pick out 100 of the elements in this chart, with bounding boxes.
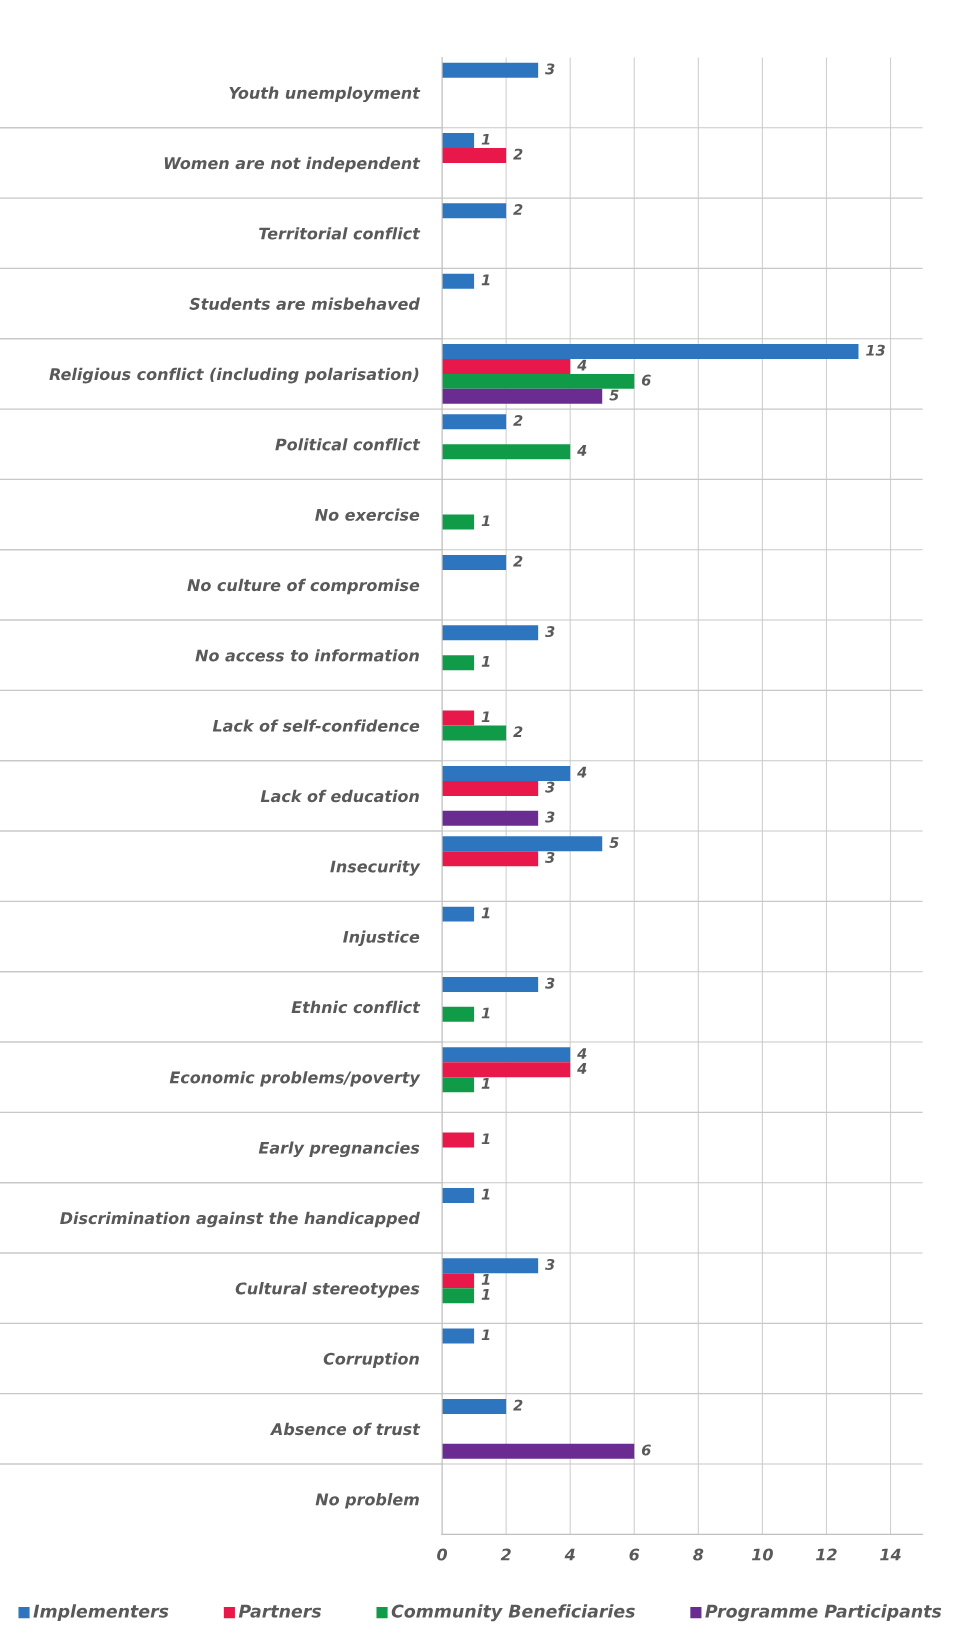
y-tick-label: Discrimination against the handicapped xyxy=(60,1211,420,1228)
x-tick-label: 8 xyxy=(693,1548,704,1561)
y-tick-label: Territorial conflict xyxy=(259,227,421,240)
bar xyxy=(442,725,507,741)
y-tick-label: Ethnic conflict xyxy=(291,1000,421,1014)
bar xyxy=(442,147,507,163)
bar xyxy=(442,203,507,219)
x-tick-label: 6 xyxy=(629,1548,640,1561)
data-label: 3 xyxy=(545,781,555,793)
bar xyxy=(442,625,539,641)
legend-label: Implementers xyxy=(33,1604,169,1622)
y-tick-label: Youth unemployment xyxy=(229,86,421,103)
y-tick-label: Students are misbehaved xyxy=(189,297,420,310)
data-label: 4 xyxy=(577,1063,587,1074)
bar xyxy=(442,62,539,78)
y-tick-label: Early pregnancies xyxy=(258,1141,420,1158)
bar xyxy=(442,514,475,530)
data-label: 1 xyxy=(481,515,490,527)
data-label: 2 xyxy=(513,555,523,567)
y-tick-label: Lack of self-confidence xyxy=(212,719,420,732)
data-label: 3 xyxy=(545,977,555,989)
bar xyxy=(442,1187,475,1203)
bar xyxy=(442,414,507,430)
x-tick-label: 10 xyxy=(751,1548,773,1561)
x-tick-label: 2 xyxy=(500,1548,511,1561)
y-tick-label: No exercise xyxy=(315,508,420,521)
y-tick-label: Absence of trust xyxy=(269,1422,421,1436)
data-label: 1 xyxy=(481,1329,490,1341)
y-tick-label: Political conflict xyxy=(275,438,421,451)
y-tick-label: Injustice xyxy=(343,930,420,947)
legend-label: Programme Participants xyxy=(705,1604,942,1622)
y-tick-label: Insecurity xyxy=(330,860,421,876)
data-label: 3 xyxy=(545,626,555,638)
bar xyxy=(442,836,603,852)
y-tick-label: Women are not independent xyxy=(164,156,421,173)
bar xyxy=(442,344,859,359)
x-tick-label: 14 xyxy=(880,1548,901,1561)
data-label: 2 xyxy=(513,1399,523,1411)
data-label: 5 xyxy=(609,389,619,401)
x-tick-label: 4 xyxy=(564,1548,575,1561)
y-tick-label: Cultural stereotypes xyxy=(235,1282,420,1298)
bar xyxy=(442,1062,571,1078)
data-label: 1 xyxy=(481,907,490,919)
bar xyxy=(442,1132,475,1148)
data-label: 3 xyxy=(545,851,555,863)
legend-label: Community Beneficiaries xyxy=(391,1604,635,1622)
data-label: 1 xyxy=(481,1007,490,1019)
bar xyxy=(442,358,571,374)
data-label: 3 xyxy=(545,811,555,823)
bar xyxy=(442,1398,507,1414)
bar xyxy=(442,555,507,570)
data-label: 2 xyxy=(513,148,523,160)
y-tick-label: No problem xyxy=(315,1493,419,1509)
data-label: 2 xyxy=(513,204,523,215)
bar xyxy=(442,1443,635,1459)
data-label: 5 xyxy=(609,837,619,849)
bar xyxy=(442,710,475,726)
bar xyxy=(442,444,571,460)
bar xyxy=(442,1273,475,1289)
data-label: 1 xyxy=(481,1078,490,1089)
data-label: 3 xyxy=(545,1258,555,1270)
y-tick-label: No access to information xyxy=(195,649,419,662)
data-label: 1 xyxy=(481,1133,490,1145)
data-label: 2 xyxy=(513,726,523,738)
data-label: 6 xyxy=(641,374,651,386)
bar xyxy=(442,906,475,922)
bar xyxy=(442,851,539,867)
bar xyxy=(442,976,539,992)
y-tick-label: No culture of compromise xyxy=(187,578,420,595)
bar xyxy=(442,373,635,389)
x-tick-label: 12 xyxy=(816,1548,837,1561)
data-label: 1 xyxy=(481,133,490,145)
y-tick-label: Lack of education xyxy=(260,789,419,803)
data-label: 1 xyxy=(481,1188,490,1200)
x-tick-label: 0 xyxy=(437,1548,448,1561)
data-label: 4 xyxy=(577,359,587,371)
bar xyxy=(442,1047,571,1063)
data-label: 6 xyxy=(641,1444,651,1456)
data-label: 2 xyxy=(513,415,523,426)
bar xyxy=(442,273,475,289)
bar xyxy=(442,780,539,796)
y-tick-label: Economic problems/poverty xyxy=(169,1071,421,1087)
bar xyxy=(442,766,571,781)
legend-label: Partners xyxy=(238,1604,322,1618)
data-label: 1 xyxy=(481,1274,490,1285)
data-label: 4 xyxy=(577,766,587,778)
bar xyxy=(442,1006,475,1022)
data-label: 1 xyxy=(481,274,490,286)
y-tick-label: Religious conflict (including polarisation) xyxy=(49,367,419,384)
bar xyxy=(442,1288,475,1304)
data-label: 4 xyxy=(577,1048,587,1059)
y-tick-label: Corruption xyxy=(323,1352,419,1368)
bar xyxy=(442,655,475,671)
bar xyxy=(442,388,603,404)
bar xyxy=(442,133,475,148)
data-label: 1 xyxy=(481,656,490,667)
bar xyxy=(442,1328,475,1344)
bar xyxy=(442,1077,475,1093)
data-label: 1 xyxy=(481,711,490,723)
data-label: 13 xyxy=(866,344,885,356)
